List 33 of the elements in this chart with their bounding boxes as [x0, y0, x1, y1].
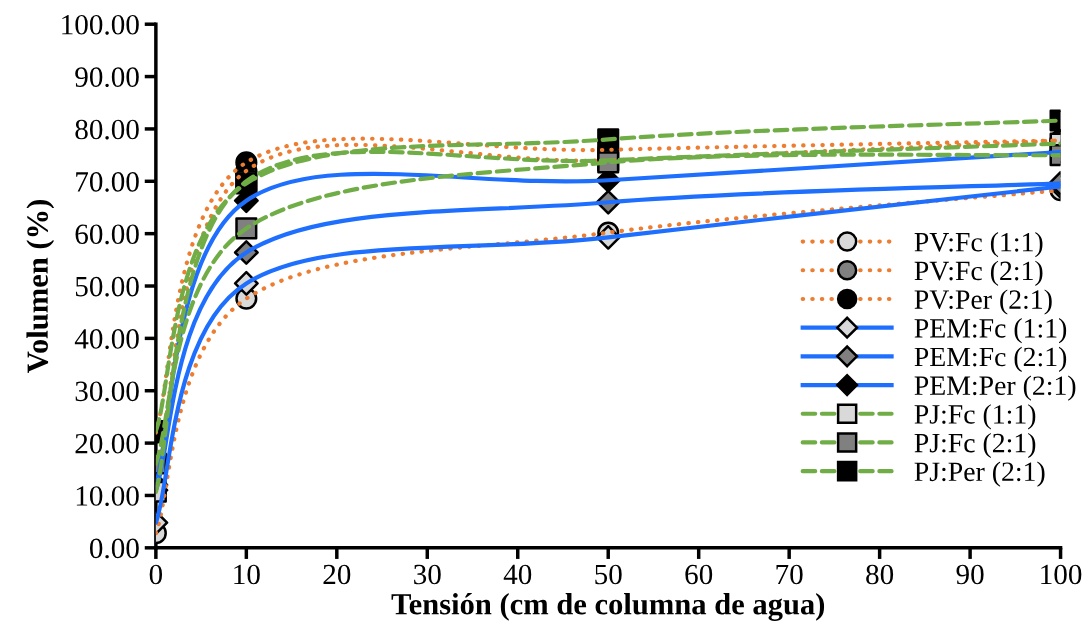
x-tick-label: 60: [685, 564, 713, 585]
x-tick-label: 20: [323, 564, 351, 585]
legend-label: PJ:Fc (2:1): [914, 432, 1036, 459]
legend-label: PV:Fc (2:1): [914, 260, 1043, 286]
x-tick-label: 90: [956, 564, 984, 585]
x-axis-title: Tensión (cm de columna de agua): [391, 593, 825, 621]
y-tick-label: 70.00: [76, 172, 139, 192]
x-tick-label: 50: [595, 564, 622, 585]
y-tick-label: 60.00: [75, 224, 139, 245]
y-tick-label: 100.00: [62, 14, 139, 35]
x-tick-label: 100: [1041, 564, 1082, 585]
legend-label: PEM:Per (2:1): [914, 375, 1076, 401]
x-tick-label: 30: [414, 564, 441, 585]
legend-label: PEM:Fc (1:1): [914, 318, 1067, 344]
y-tick-label: 40.00: [74, 329, 139, 349]
y-tick-label: 30.00: [75, 381, 139, 402]
x-tick-label: 80: [866, 564, 894, 585]
x-tick-label: 10: [234, 564, 260, 585]
y-tick-label: 90.00: [75, 67, 139, 88]
legend-label: PJ:Fc (1:1): [914, 404, 1036, 430]
y-tick-label: 10.00: [76, 486, 139, 506]
y-tick-label: 20.00: [75, 433, 139, 454]
y-axis-title: Volumen (%): [26, 200, 55, 373]
y-tick-label: 50.00: [75, 276, 139, 297]
y-tick-label: 0.00: [89, 538, 139, 559]
x-tick-label: 0: [149, 564, 163, 585]
x-tick-label: 40: [503, 564, 532, 585]
legend-label: PV:Per (2:1): [914, 289, 1052, 315]
x-tick-label: 70: [776, 564, 803, 585]
legend-label: PV:Fc (1:1): [914, 232, 1043, 258]
y-tick-label: 80.00: [75, 119, 139, 140]
legend-label: PJ:Per (2:1): [914, 461, 1045, 487]
legend-label: PEM:Fc (2:1): [914, 346, 1067, 372]
